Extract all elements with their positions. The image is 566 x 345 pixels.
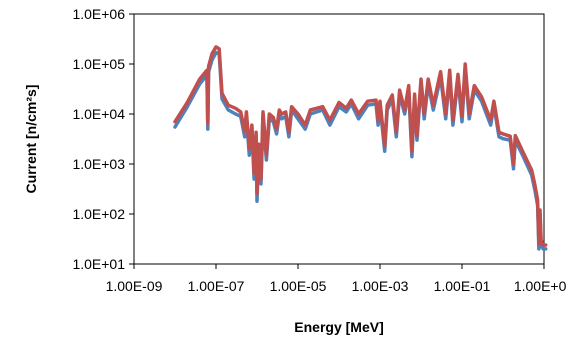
y-tick-label: 1.0E+03	[72, 156, 125, 172]
y-tick-label: 1.0E+06	[72, 6, 125, 22]
x-tick-label: 1.00E+01	[514, 278, 566, 294]
x-axis-title: Energy [MeV]	[294, 319, 383, 335]
x-tick-label: 1.00E-05	[270, 278, 327, 294]
series-group	[173, 45, 548, 251]
y-axis-title: Current [n/cm²s]	[23, 85, 39, 194]
x-axis: 1.00E-09 1.00E-07 1.00E-05 1.00E-03 1.00E-01…	[106, 264, 566, 294]
y-axis: 1.0E+01 1.0E+02 1.0E+03 1.0E+04 1.0E+05 1.0E+…	[72, 6, 134, 272]
x-tick-label: 1.00E-01	[434, 278, 491, 294]
x-tick-label: 1.00E-03	[352, 278, 409, 294]
y-tick-label: 1.0E+05	[72, 56, 125, 72]
y-tick-label: 1.0E+01	[72, 256, 125, 272]
x-tick-label: 1.00E-09	[106, 278, 163, 294]
y-tick-label: 1.0E+04	[72, 106, 125, 122]
plot-area	[133, 13, 545, 265]
y-tick-label: 1.0E+02	[72, 206, 125, 222]
x-tick-label: 1.00E-07	[188, 278, 245, 294]
series-line-2	[173, 45, 548, 247]
